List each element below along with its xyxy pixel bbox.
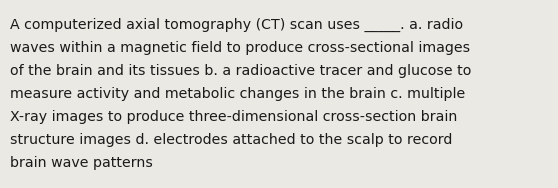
Text: waves within a magnetic field to produce cross-sectional images: waves within a magnetic field to produce…: [10, 41, 470, 55]
Text: brain wave patterns: brain wave patterns: [10, 156, 153, 170]
Text: of the brain and its tissues b. a radioactive tracer and glucose to: of the brain and its tissues b. a radioa…: [10, 64, 472, 78]
Text: A computerized axial tomography (CT) scan uses _____. a. radio: A computerized axial tomography (CT) sca…: [10, 18, 463, 32]
Text: measure activity and metabolic changes in the brain c. multiple: measure activity and metabolic changes i…: [10, 87, 465, 101]
Text: structure images d. electrodes attached to the scalp to record: structure images d. electrodes attached …: [10, 133, 453, 147]
Text: X-ray images to produce three-dimensional cross-section brain: X-ray images to produce three-dimensiona…: [10, 110, 458, 124]
